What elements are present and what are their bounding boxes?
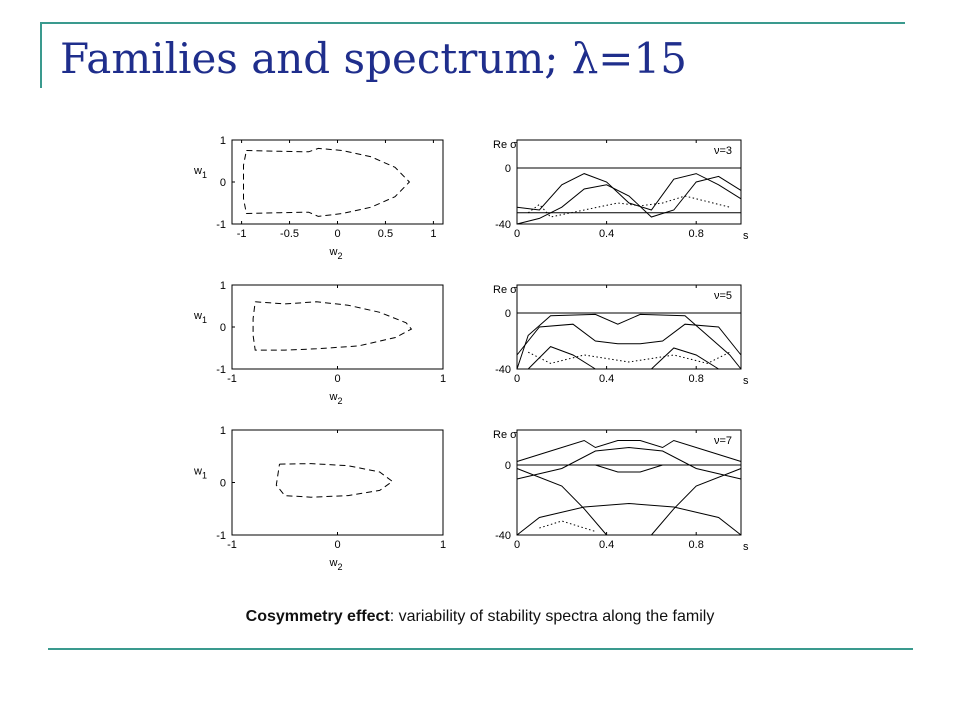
spectrum-7-series-7 xyxy=(539,520,596,532)
x-tick-label: 0.8 xyxy=(689,228,704,240)
family-2-series-0 xyxy=(252,301,413,351)
spectrum-5-series-5 xyxy=(527,351,731,364)
y-tick-label: 0 xyxy=(220,478,226,490)
spectrum-7-series-5 xyxy=(651,468,742,536)
spectrum-5-series-3 xyxy=(527,346,596,370)
x-tick-label: 0.8 xyxy=(689,373,704,385)
y-tick-label: -1 xyxy=(216,364,226,376)
x-tick-label: -1 xyxy=(237,228,247,240)
caption-bold: Cosymmetry effect xyxy=(245,608,390,625)
spectrum-7-series-4 xyxy=(516,468,607,536)
x-tick-label: 1 xyxy=(440,539,446,551)
family-1-frame xyxy=(231,139,444,225)
y-tick-label: -1 xyxy=(216,219,226,231)
slide-caption: Cosymmetry effect: variability of stabil… xyxy=(0,608,960,626)
y-tick-label: -1 xyxy=(216,530,226,542)
y-tick-label: 0 xyxy=(505,460,511,472)
spectrum-7-series-6 xyxy=(516,502,742,536)
y-tick-label: 0 xyxy=(505,163,511,175)
x-tick-label: 0.4 xyxy=(599,373,614,385)
x-tick-label: 1 xyxy=(430,228,436,240)
x-tick-label: 0.4 xyxy=(599,539,614,551)
spectrum-5-series-2 xyxy=(516,323,742,356)
spectrum-5-series-1 xyxy=(516,313,742,370)
y-tick-label: 0 xyxy=(220,177,226,189)
x-tick-label: -1 xyxy=(227,539,237,551)
y-axis-label: Re σ xyxy=(493,284,517,296)
y-axis-label: Re σ xyxy=(493,139,517,151)
bottom-rule xyxy=(48,648,913,650)
y-axis-label: w1 xyxy=(193,466,207,481)
spectrum-5-series-4 xyxy=(651,347,719,370)
family-3-series-0 xyxy=(275,463,394,498)
y-tick-label: -40 xyxy=(495,219,511,231)
y-tick-label: 0 xyxy=(220,322,226,334)
x-tick-label: 0 xyxy=(514,228,520,240)
spectrum-7-series-1 xyxy=(516,439,742,462)
x-tick-label: -0.5 xyxy=(280,228,299,240)
x-tick-label: 0 xyxy=(514,373,520,385)
x-tick-label: 0 xyxy=(514,539,520,551)
y-tick-label: 1 xyxy=(220,425,226,437)
x-tick-label: 1 xyxy=(440,373,446,385)
y-axis-label: w1 xyxy=(193,310,207,325)
x-tick-label: 0 xyxy=(334,539,340,551)
x-tick-label: 0 xyxy=(334,373,340,385)
x-axis-label: s xyxy=(743,375,749,387)
x-tick-label: 0.8 xyxy=(689,539,704,551)
panel-annotation: ν=5 xyxy=(714,290,732,302)
top-rule xyxy=(40,22,905,24)
x-axis-label: w2 xyxy=(329,557,343,572)
y-axis-label: w1 xyxy=(193,165,207,180)
family-1-series-0 xyxy=(243,147,411,217)
x-axis-label: s xyxy=(743,230,749,242)
spectrum-3-frame xyxy=(516,139,742,225)
x-tick-label: 0 xyxy=(334,228,340,240)
spectrum-7-series-3 xyxy=(516,446,742,480)
x-tick-label: 0.5 xyxy=(378,228,393,240)
spectrum-3-series-3 xyxy=(516,175,742,225)
spectrum-5-frame xyxy=(516,284,742,370)
y-tick-label: 1 xyxy=(220,135,226,147)
spectrum-3-series-4 xyxy=(527,195,730,218)
spectrum-7-series-2 xyxy=(595,464,663,473)
family-3-frame xyxy=(231,429,444,536)
left-rule xyxy=(40,22,42,88)
spectrum-3-series-2 xyxy=(516,173,742,211)
y-tick-label: -40 xyxy=(495,530,511,542)
x-tick-label: -1 xyxy=(227,373,237,385)
panel-annotation: ν=7 xyxy=(714,435,732,447)
slide-title: Families and spectrum; λ=15 xyxy=(60,34,687,83)
x-axis-label: w2 xyxy=(329,391,343,406)
panel-annotation: ν=3 xyxy=(714,145,732,157)
y-axis-label: Re σ xyxy=(493,429,517,441)
y-tick-label: 1 xyxy=(220,280,226,292)
y-tick-label: -40 xyxy=(495,364,511,376)
caption-text: : variability of stability spectra along… xyxy=(389,608,715,625)
x-axis-label: s xyxy=(743,541,749,553)
spectrum-7-frame xyxy=(516,429,742,536)
x-axis-label: w2 xyxy=(329,246,343,261)
y-tick-label: 0 xyxy=(505,308,511,320)
family-2-frame xyxy=(231,284,444,370)
x-tick-label: 0.4 xyxy=(599,228,614,240)
